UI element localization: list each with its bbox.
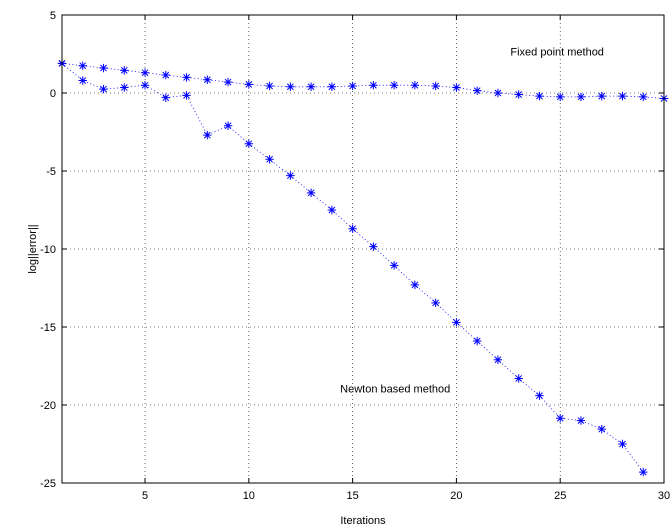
x-tick-label: 30 xyxy=(658,490,670,502)
data-point-marker xyxy=(223,121,233,130)
data-point-marker xyxy=(389,81,399,90)
data-point-marker xyxy=(431,81,440,91)
tick-labels: 5 10 15 20 25 30 5 0 -5 -10 -15 -20 -25 xyxy=(40,10,670,502)
data-point-marker xyxy=(618,91,627,101)
data-point-marker xyxy=(535,91,544,101)
data-point-marker xyxy=(265,155,274,164)
y-tick-label: -25 xyxy=(40,478,56,490)
data-point-marker xyxy=(244,139,254,148)
data-point-marker xyxy=(161,93,170,102)
data-point-marker xyxy=(120,83,129,92)
data-point-marker xyxy=(78,61,87,70)
data-point-marker xyxy=(120,66,129,75)
data-point-marker xyxy=(182,73,191,82)
axis-ticks xyxy=(62,14,665,484)
data-point-marker xyxy=(306,188,316,198)
data-point-marker xyxy=(306,82,316,91)
annotation-label: Newton based method xyxy=(340,384,450,396)
data-point-marker xyxy=(493,355,503,364)
data-point-marker xyxy=(369,242,378,251)
data-point-marker xyxy=(286,171,295,180)
x-tick-label: 25 xyxy=(554,490,566,502)
y-axis-title: log||error|| xyxy=(27,224,39,273)
data-point-marker xyxy=(556,92,565,102)
data-point-marker xyxy=(514,90,523,99)
data-point-marker xyxy=(244,80,254,89)
data-point-marker xyxy=(639,92,648,102)
data-point-marker xyxy=(493,88,503,98)
data-point-marker xyxy=(472,336,482,346)
data-point-marker xyxy=(576,416,586,425)
data-point-marker xyxy=(597,91,606,101)
data-point-marker xyxy=(639,467,648,477)
grid-lines xyxy=(62,15,664,483)
y-tick-label: -5 xyxy=(46,166,56,178)
y-tick-label: 0 xyxy=(50,88,56,100)
x-axis-title: Iterations xyxy=(340,515,386,527)
annotations: Fixed point method Newton based method xyxy=(340,47,604,396)
y-tick-label: 5 xyxy=(50,10,56,22)
data-point-marker xyxy=(161,70,170,80)
data-point-marker xyxy=(140,68,150,77)
data-point-marker xyxy=(203,130,212,140)
data-point-marker xyxy=(327,82,337,91)
y-tick-label: -10 xyxy=(40,244,56,256)
data-markers xyxy=(57,59,669,477)
data-point-marker xyxy=(618,439,627,449)
x-tick-label: 20 xyxy=(450,490,462,502)
data-point-marker xyxy=(348,224,357,233)
annotation-label: Fixed point method xyxy=(510,47,604,59)
data-point-marker xyxy=(410,280,420,290)
x-tick-label: 15 xyxy=(346,490,358,502)
data-point-marker xyxy=(182,91,191,100)
data-point-marker xyxy=(472,86,482,95)
data-point-marker xyxy=(286,82,295,91)
data-point-marker xyxy=(452,83,461,92)
data-point-marker xyxy=(327,205,337,215)
data-point-marker xyxy=(99,84,108,94)
x-tick-label: 10 xyxy=(243,490,255,502)
y-tick-label: -15 xyxy=(40,322,56,334)
y-tick-label: -20 xyxy=(40,400,56,412)
data-point-marker xyxy=(203,75,212,84)
data-point-marker xyxy=(535,391,544,400)
data-point-marker xyxy=(556,414,565,423)
data-point-marker xyxy=(576,92,586,102)
data-point-marker xyxy=(452,318,461,327)
data-point-marker xyxy=(99,63,108,73)
data-point-marker xyxy=(140,81,150,90)
data-point-marker xyxy=(265,81,274,91)
data-point-marker xyxy=(369,81,378,90)
data-point-marker xyxy=(410,81,420,90)
data-point-marker xyxy=(223,77,233,87)
data-point-marker xyxy=(431,298,440,308)
data-point-marker xyxy=(78,76,87,85)
data-point-marker xyxy=(389,261,399,270)
data-point-marker xyxy=(597,424,606,434)
x-tick-label: 5 xyxy=(142,490,148,502)
data-point-marker xyxy=(514,374,523,383)
data-point-marker xyxy=(348,81,357,91)
